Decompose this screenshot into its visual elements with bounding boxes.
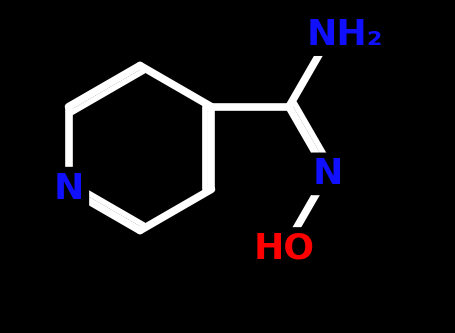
Text: N: N	[313, 157, 343, 191]
Text: NH₂: NH₂	[307, 18, 384, 52]
Text: N: N	[53, 172, 84, 206]
Text: HO: HO	[253, 231, 314, 265]
